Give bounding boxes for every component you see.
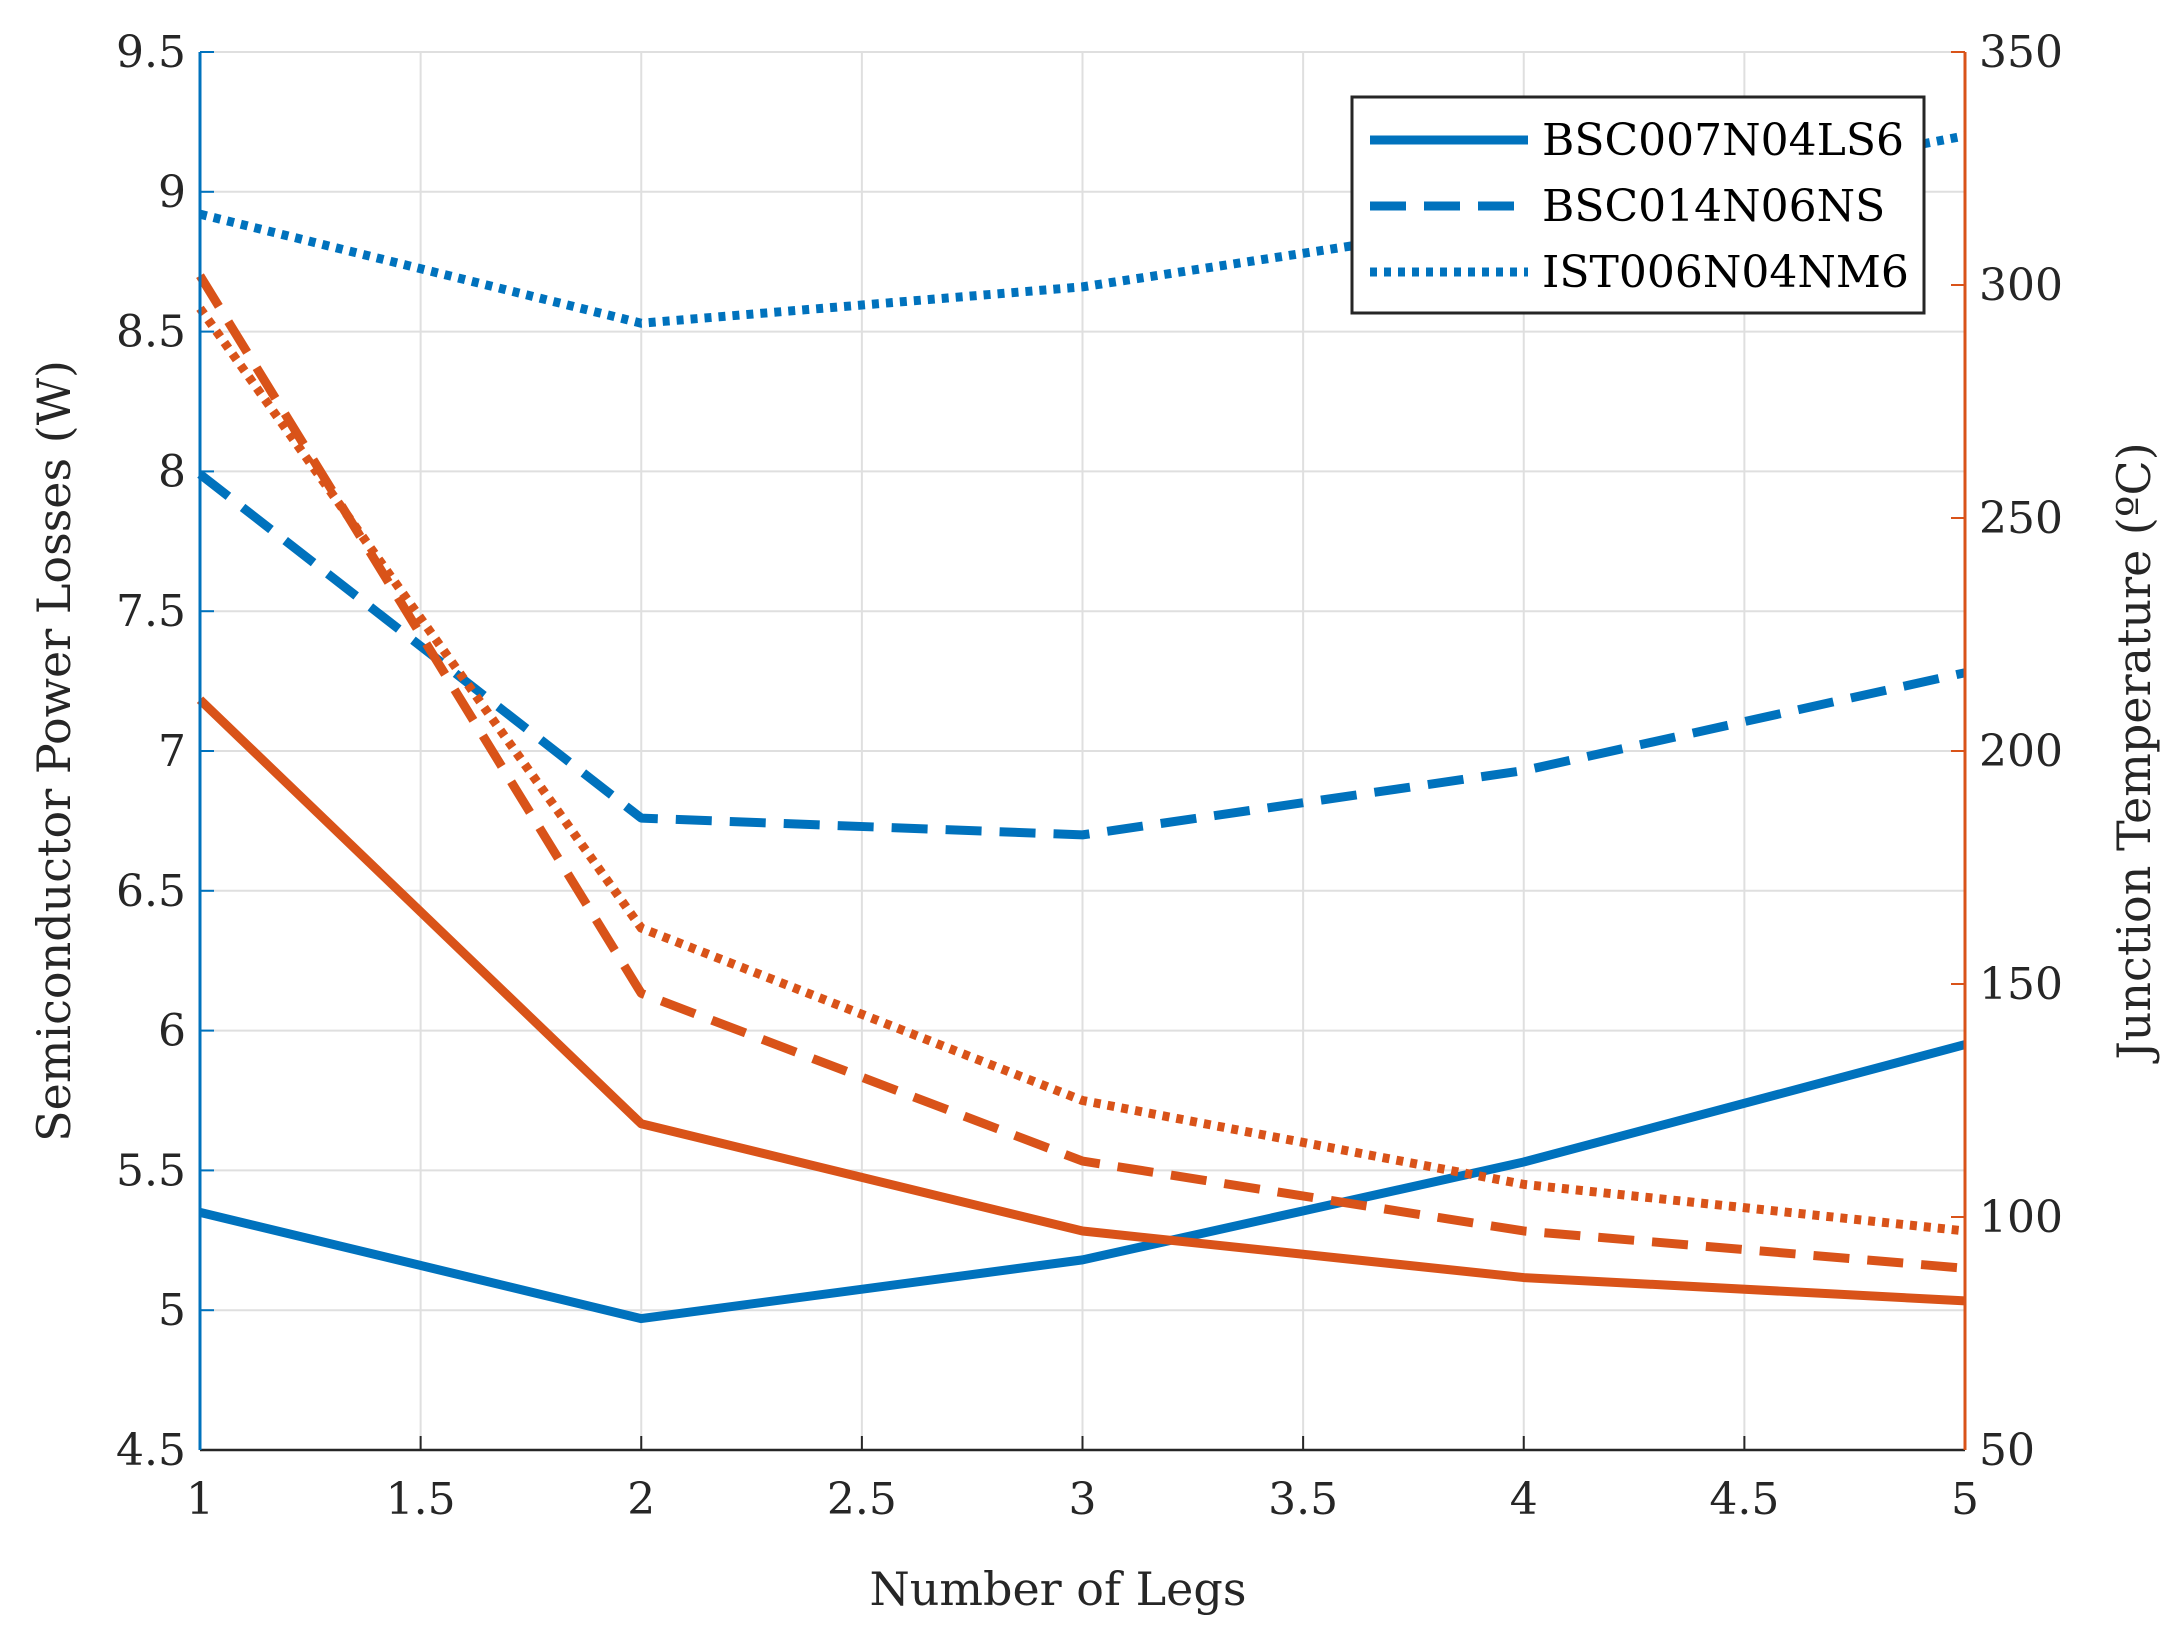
- y-left-tick-label: 6: [158, 1006, 186, 1057]
- tick-labels: 1 1.5 2 2.5 3 3.5 4 4.5 5 4.5 5 5.5 6 6.5 7 7.5 8 8.5 9 9.5…: [116, 27, 2063, 1525]
- y-axis-title-right: Junction Temperature (ºC): [2107, 442, 2161, 1063]
- y-axis-title-left: Semiconductor Power Losses (W): [27, 360, 81, 1142]
- y-left-tick-label: 9.5: [116, 27, 186, 78]
- y-right-tick-label: 150: [1979, 959, 2063, 1010]
- series-line-dashed-temperature: [196, 273, 1966, 1273]
- y-left-tick-label: 5.5: [116, 1145, 186, 1196]
- y-left-tick-label: 7: [158, 726, 186, 777]
- x-tick-label: 4.5: [1709, 1474, 1779, 1525]
- x-axis-title: Number of Legs: [870, 1562, 1247, 1616]
- x-tick-label: 3.5: [1268, 1474, 1338, 1525]
- y-right-tick-label: 350: [1979, 27, 2063, 78]
- y-left-tick-label: 5: [158, 1285, 186, 1336]
- series-line-dotted-losses: [198, 131, 1966, 328]
- legend-label: BSC007N04LS6: [1542, 115, 1904, 166]
- series-line-dotted-temperature: [196, 305, 1966, 1236]
- x-tick-label: 5: [1951, 1474, 1979, 1525]
- x-tick-label: 3: [1069, 1474, 1097, 1525]
- x-tick-label: 1: [186, 1474, 214, 1525]
- series-lines: [196, 131, 1967, 1324]
- x-tick-label: 2: [627, 1474, 655, 1525]
- axes: [198, 51, 1967, 1452]
- legend: BSC007N04LS6 BSC014N06NS IST006N04NM6: [1350, 95, 1926, 315]
- y-left-tick-label: 9: [158, 167, 186, 218]
- y-right-tick-label: 300: [1979, 260, 2063, 311]
- y-left-tick-label: 6.5: [116, 866, 186, 917]
- y-left-tick-label: 8.5: [116, 307, 186, 358]
- legend-label: IST006N04NM6: [1542, 247, 1909, 298]
- legend-label: BSC014N06NS: [1542, 181, 1885, 232]
- x-tick-label: 1.5: [386, 1474, 456, 1525]
- series-line-solid-temperature: [196, 696, 1966, 1306]
- x-tick-label: 4: [1510, 1474, 1538, 1525]
- y-left-tick-label: 8: [158, 446, 186, 497]
- series-line-dashed-losses: [197, 470, 1966, 840]
- y-left-tick-label: 4.5: [116, 1425, 186, 1476]
- y-right-tick-label: 100: [1979, 1192, 2063, 1243]
- x-tick-label: 2.5: [827, 1474, 897, 1525]
- y-right-tick-label: 200: [1979, 726, 2063, 777]
- y-left-tick-label: 7.5: [116, 586, 186, 637]
- y-right-tick-label: 50: [1979, 1425, 2035, 1476]
- series-line-solid-losses: [198, 1040, 1967, 1324]
- y-right-tick-label: 250: [1979, 493, 2063, 544]
